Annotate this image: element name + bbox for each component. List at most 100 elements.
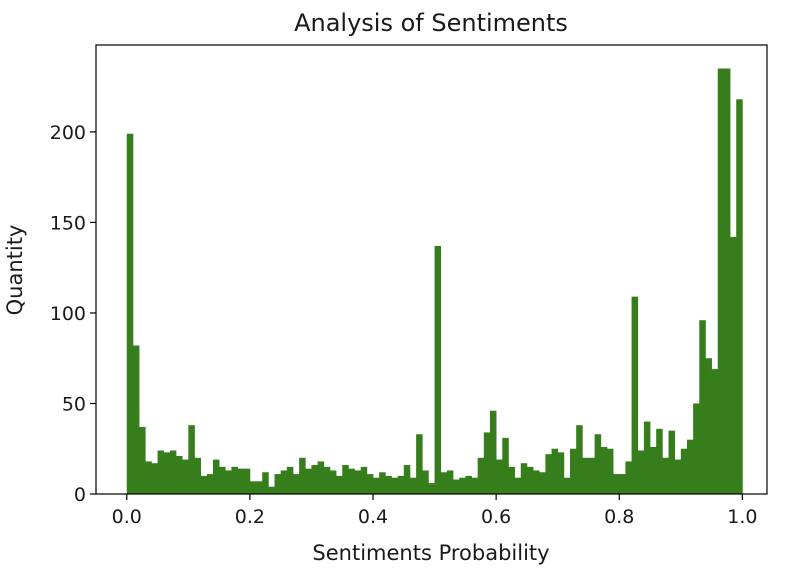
histogram-bar bbox=[243, 468, 251, 494]
histogram-bar bbox=[453, 479, 460, 494]
histogram-bar bbox=[151, 463, 158, 494]
histogram-bar bbox=[606, 448, 614, 494]
histogram-bar bbox=[280, 470, 288, 494]
histogram-bar bbox=[705, 358, 712, 494]
histogram-bar bbox=[514, 477, 522, 494]
histogram-bar bbox=[348, 468, 355, 494]
histogram-bar bbox=[674, 459, 682, 494]
histogram-bar bbox=[262, 472, 269, 494]
histogram-bar bbox=[132, 345, 140, 494]
histogram-bar bbox=[551, 448, 559, 494]
histogram-bar bbox=[354, 470, 362, 494]
histogram-bar bbox=[274, 474, 282, 494]
histogram-bar bbox=[379, 472, 386, 494]
histogram-bar bbox=[409, 477, 417, 494]
histogram-bar bbox=[200, 475, 208, 494]
histogram-bar bbox=[268, 486, 275, 494]
histogram-bar bbox=[496, 459, 503, 494]
histogram-bar bbox=[342, 465, 349, 494]
histogram-bar bbox=[477, 457, 485, 494]
histogram-bar bbox=[717, 68, 725, 494]
histogram-bar bbox=[613, 474, 620, 494]
histogram-bar bbox=[311, 465, 318, 494]
histogram-bar bbox=[662, 457, 669, 494]
histogram-bar bbox=[391, 477, 398, 494]
x-tick-label: 0.0 bbox=[112, 506, 142, 528]
histogram-bar bbox=[680, 448, 688, 494]
histogram-bar bbox=[397, 475, 405, 494]
histogram-bar bbox=[169, 450, 177, 494]
y-axis-label: Quantity bbox=[3, 225, 27, 316]
histogram-bar bbox=[385, 475, 392, 494]
histogram-bar bbox=[619, 474, 626, 494]
histogram-bar bbox=[545, 454, 552, 494]
x-axis: 0.0 0.2 0.4 0.6 0.8 1.0 bbox=[112, 494, 757, 528]
histogram-bar bbox=[305, 468, 312, 494]
histogram-bar bbox=[317, 461, 325, 494]
histogram-bar bbox=[631, 296, 639, 494]
histogram-bar bbox=[489, 410, 497, 494]
histogram-bar bbox=[736, 99, 743, 494]
histogram-bar bbox=[526, 466, 534, 494]
histogram-bar bbox=[422, 470, 429, 494]
histogram-bar bbox=[668, 430, 676, 494]
histogram-bar bbox=[292, 474, 300, 494]
histogram-bar bbox=[237, 468, 245, 494]
histogram-bar bbox=[563, 477, 571, 494]
histogram-bar bbox=[557, 452, 565, 494]
plot-area-frame bbox=[95, 44, 768, 495]
histogram-bar bbox=[465, 475, 472, 494]
histogram-bar bbox=[539, 472, 546, 494]
histogram-bar bbox=[225, 470, 232, 494]
histogram-bar bbox=[600, 446, 608, 494]
y-tick-label: 200 bbox=[50, 122, 86, 144]
histogram-bar bbox=[434, 245, 442, 494]
histogram-bar bbox=[139, 427, 146, 494]
histogram-bar bbox=[212, 459, 220, 494]
histogram-bar bbox=[508, 466, 515, 494]
x-tick-label: 0.6 bbox=[481, 506, 511, 528]
histogram-bar bbox=[459, 477, 466, 494]
histogram-bar bbox=[643, 421, 651, 494]
histogram-bar bbox=[188, 425, 195, 494]
histogram-bar bbox=[637, 450, 645, 494]
histogram-bar bbox=[428, 483, 435, 494]
histogram-bar bbox=[182, 459, 189, 494]
histogram-bar bbox=[126, 133, 134, 494]
histogram-bar bbox=[625, 461, 632, 494]
histogram-bar bbox=[176, 455, 183, 494]
histogram-bar bbox=[194, 457, 202, 494]
histogram-bar bbox=[699, 320, 706, 494]
histogram-bar bbox=[533, 470, 540, 494]
histogram-bar bbox=[366, 474, 374, 494]
y-tick-label: 50 bbox=[62, 393, 86, 415]
y-tick-label: 150 bbox=[50, 212, 86, 234]
histogram-bar bbox=[520, 463, 528, 494]
y-tick-label: 100 bbox=[50, 303, 86, 325]
histogram-bar bbox=[693, 403, 700, 494]
y-axis: 0 50 100 150 200 bbox=[50, 122, 96, 506]
histogram-bar bbox=[594, 434, 602, 494]
x-tick-label: 0.8 bbox=[604, 506, 634, 528]
histogram-bar bbox=[219, 466, 226, 494]
histogram-bar bbox=[416, 434, 423, 494]
histogram-bar bbox=[588, 457, 595, 494]
histogram-bar bbox=[711, 369, 719, 494]
histogram-bar bbox=[256, 481, 263, 494]
histogram-bar bbox=[576, 425, 583, 494]
histogram-bar bbox=[570, 448, 577, 494]
histogram-bar bbox=[329, 470, 337, 494]
histogram-bar bbox=[403, 465, 411, 494]
histogram-bar bbox=[231, 466, 238, 494]
histogram-bar bbox=[656, 428, 663, 494]
x-tick-label: 1.0 bbox=[727, 506, 757, 528]
histogram-bar bbox=[686, 439, 694, 494]
x-tick-label: 0.2 bbox=[235, 506, 265, 528]
histogram-bar bbox=[206, 474, 214, 494]
histogram-bar bbox=[471, 477, 479, 494]
histogram-bar bbox=[157, 450, 165, 494]
histogram-bar bbox=[483, 432, 491, 494]
histogram-bar bbox=[336, 475, 343, 494]
